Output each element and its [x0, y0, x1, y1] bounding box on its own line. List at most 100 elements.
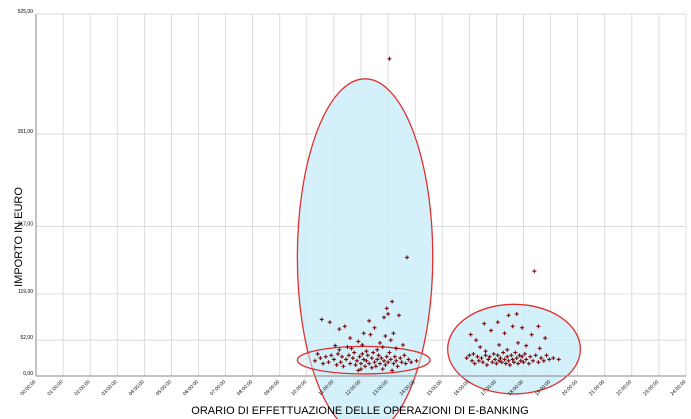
data-point: [349, 346, 354, 351]
data-point: [367, 361, 372, 366]
data-point: [372, 360, 377, 365]
data-point: [471, 351, 476, 356]
data-point: [544, 353, 549, 358]
data-point: [369, 356, 374, 361]
data-point: [396, 313, 401, 318]
data-point: [319, 317, 324, 322]
data-point: [335, 351, 340, 356]
data-point: [497, 358, 502, 363]
data-point: [372, 325, 377, 330]
data-point: [333, 343, 338, 348]
data-point: [318, 356, 323, 361]
data-point: [402, 353, 407, 358]
data-point: [490, 360, 495, 365]
data-point: [360, 351, 365, 356]
data-point: [528, 354, 533, 359]
data-point: [505, 347, 510, 352]
data-point: [483, 349, 488, 354]
data-point: [406, 357, 411, 362]
data-point: [551, 356, 556, 361]
data-point: [354, 358, 359, 363]
data-point: [364, 349, 369, 354]
data-point: [392, 354, 397, 359]
data-point: [510, 357, 515, 362]
data-point: [529, 332, 534, 337]
data-point: [359, 367, 363, 372]
data-point: [543, 336, 548, 341]
data-point: [342, 324, 347, 329]
data-point: [518, 358, 523, 363]
data-point: [478, 345, 483, 350]
data-point: [377, 361, 382, 366]
data-point: [480, 360, 485, 365]
data-point: [341, 364, 346, 369]
data-points: [312, 56, 561, 373]
x-axis-label: ORARIO DI EFFETTUAZIONE DELLE OPERAZIONI…: [191, 405, 528, 417]
data-point: [532, 269, 537, 274]
data-point: [507, 362, 512, 367]
data-point: [505, 354, 510, 359]
data-point: [479, 356, 484, 361]
data-point: [493, 357, 498, 362]
data-point: [522, 351, 527, 356]
data-point: [321, 361, 326, 366]
data-point: [497, 342, 502, 347]
data-point: [502, 331, 507, 336]
data-point: [470, 358, 475, 363]
x-tick-label: 05:00:00: [155, 379, 173, 397]
data-point: [520, 325, 525, 330]
data-point: [514, 356, 519, 361]
y-tick-label: 351,00: [18, 129, 34, 135]
data-point: [533, 353, 538, 358]
data-point: [388, 338, 393, 343]
data-point: [371, 350, 376, 355]
data-point: [414, 358, 419, 363]
data-point: [369, 365, 374, 370]
data-point: [323, 354, 328, 359]
data-point: [350, 356, 355, 361]
data-point: [403, 361, 408, 366]
data-point: [399, 360, 404, 365]
data-point: [475, 354, 480, 359]
data-point: [315, 351, 320, 356]
data-point: [501, 350, 506, 355]
data-point: [348, 361, 353, 366]
data-point: [517, 353, 522, 358]
data-point: [356, 368, 361, 373]
data-point: [526, 361, 531, 366]
x-tick-label: 04:00:00: [128, 379, 146, 397]
data-point: [556, 357, 561, 362]
data-point: [494, 361, 499, 366]
y-axis-ticks: 0,00 52,00 119,00 217,00 351,00 525,00: [18, 9, 34, 377]
data-point: [483, 353, 488, 358]
data-point: [386, 360, 391, 365]
data-point: [368, 332, 373, 337]
data-point: [365, 353, 370, 358]
data-point: [491, 351, 496, 356]
data-point: [510, 324, 515, 329]
data-point: [467, 353, 472, 358]
data-point: [337, 327, 342, 332]
data-point: [520, 354, 525, 359]
data-point: [337, 347, 342, 352]
data-point: [382, 315, 387, 320]
data-point: [361, 331, 366, 336]
data-point: [384, 306, 389, 311]
data-point: [388, 357, 393, 362]
data-point: [340, 354, 345, 359]
data-point: [379, 356, 384, 361]
data-point: [345, 345, 350, 350]
data-point: [509, 353, 514, 358]
data-point: [326, 360, 331, 365]
x-tick-label: 09:00:00: [263, 379, 281, 397]
data-point: [352, 350, 357, 355]
data-point: [409, 360, 414, 365]
data-point: [506, 358, 511, 363]
data-point: [373, 364, 378, 369]
y-tick-label: 52,00: [20, 335, 33, 341]
data-point: [361, 357, 366, 362]
data-point: [495, 320, 500, 325]
x-tick-label: 20:00:00: [561, 379, 579, 397]
data-point: [398, 356, 403, 361]
data-point: [394, 358, 399, 363]
